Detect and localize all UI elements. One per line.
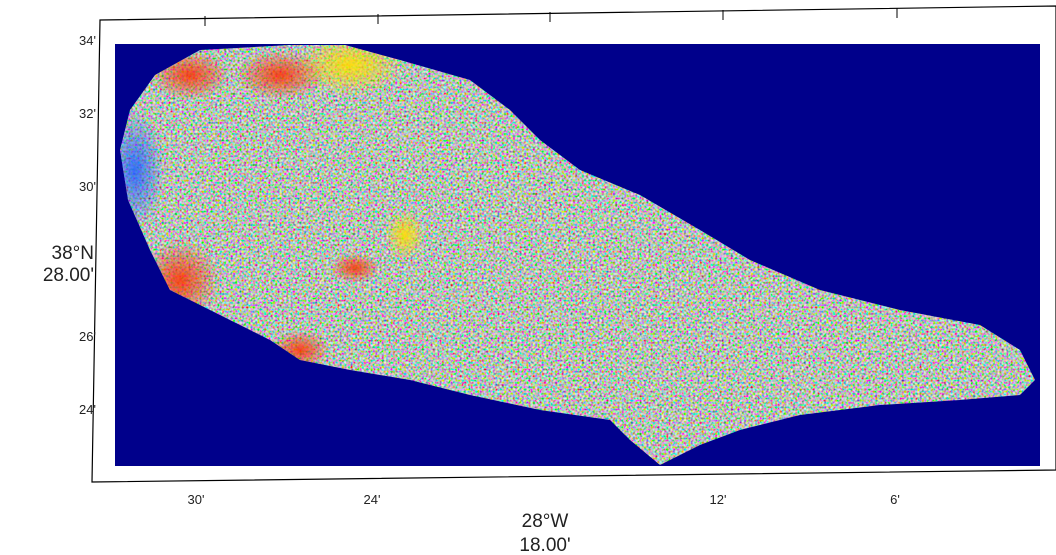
y-tick-label: 26': [79, 329, 96, 344]
y-tick-label: 30': [79, 179, 96, 194]
y-tick-label: 32': [79, 106, 96, 121]
x-tick-label: 30': [188, 492, 205, 507]
latitude-label: 28.00': [43, 265, 94, 286]
tick-marks: [204, 8, 898, 26]
x-tick-label: 12': [710, 492, 727, 507]
x-tick-label: 6': [890, 492, 900, 507]
y-tick-label: 34': [79, 33, 96, 48]
x-tick-label: 24': [364, 492, 381, 507]
longitude-label: 18.00': [519, 535, 570, 555]
y-tick-label: 24': [79, 402, 96, 417]
longitude-label: 28°W: [522, 511, 569, 532]
latitude-label: 38°N: [52, 243, 94, 264]
